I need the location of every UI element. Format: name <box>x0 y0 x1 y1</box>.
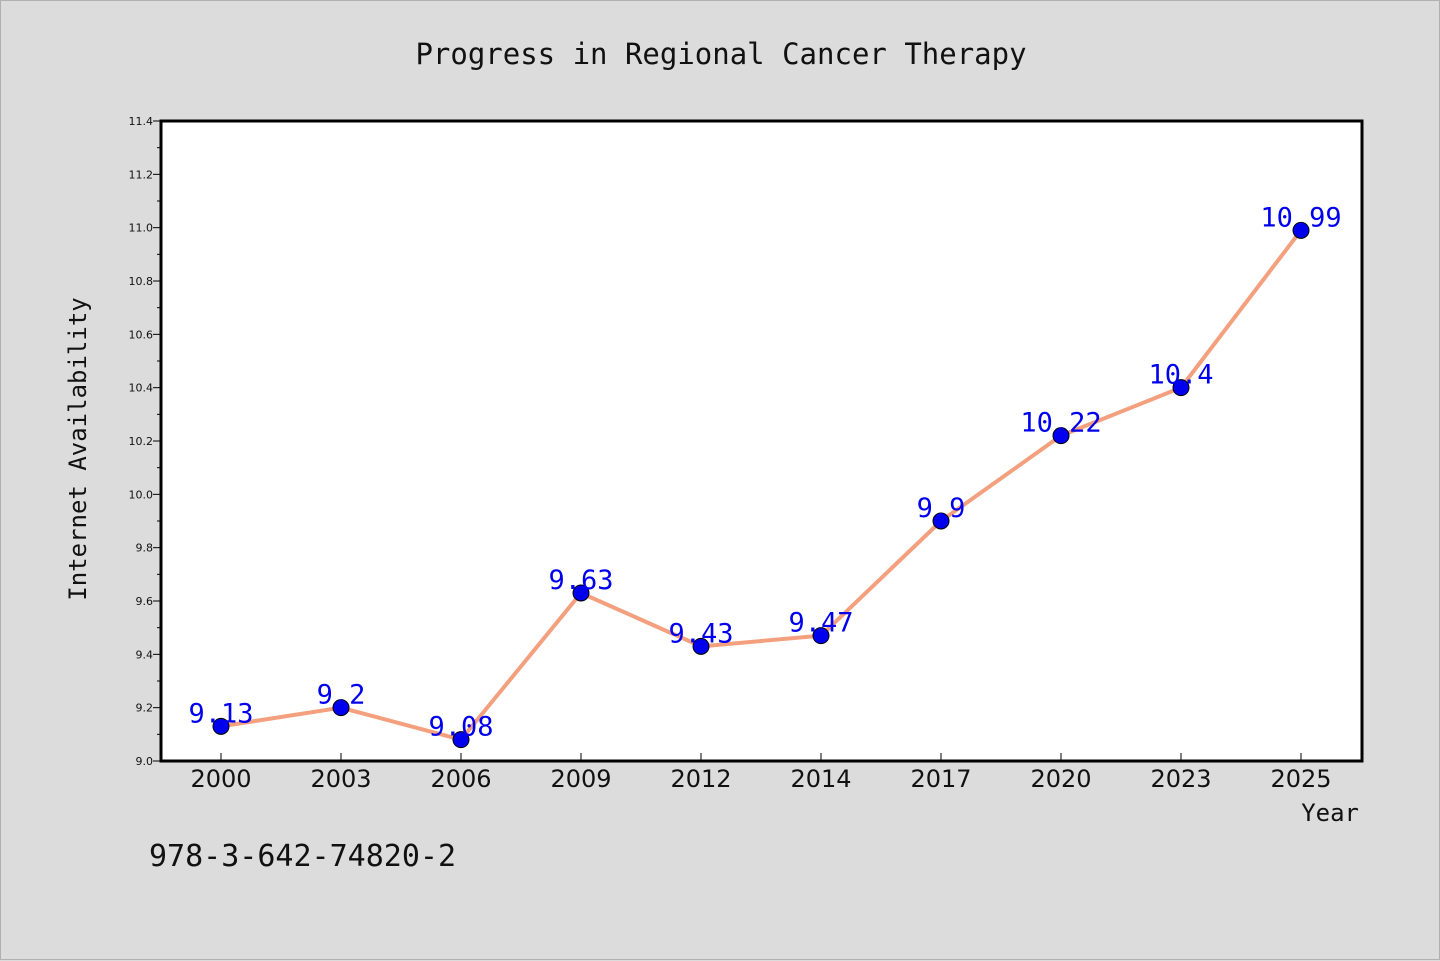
data-point-2006 <box>452 731 470 749</box>
x-axis: 2000 2003 2006 2009 2012 2014 2017 2020 2023 2025 <box>190 753 1332 793</box>
y-axis-label: Internet Availability <box>64 297 92 600</box>
series-path <box>220 229 1303 742</box>
isbn-annotation: 978-3-642-74820-2 <box>149 839 456 874</box>
data-label-2014: 9.47 <box>788 608 853 639</box>
y-tick-label: 11.2 <box>129 168 154 181</box>
y-tick-label: 9.8 <box>136 542 154 555</box>
y-tick-label: 11.0 <box>129 222 154 235</box>
data-label-2000: 9.13 <box>188 698 253 729</box>
data-label-2025: 10.99 <box>1260 202 1341 233</box>
data-label-2003: 9.2 <box>317 680 366 711</box>
chart-title: Progress in Regional Cancer Therapy <box>415 37 1026 71</box>
data-point-2025 <box>1292 221 1310 239</box>
data-label-2009: 9.63 <box>548 565 613 596</box>
data-label-2012: 9.43 <box>668 618 733 649</box>
x-tick-label: 2023 <box>1150 765 1211 793</box>
data-point-2014 <box>812 627 830 645</box>
series-line <box>220 229 1303 742</box>
data-label-2006: 9.08 <box>428 712 493 743</box>
data-point-2009 <box>572 584 590 602</box>
data-label-2023: 10.4 <box>1148 360 1213 391</box>
x-tick-label: 2025 <box>1270 765 1331 793</box>
x-tick-label: 2014 <box>790 765 851 793</box>
data-point-2012 <box>692 637 710 655</box>
data-point-2003 <box>332 699 350 717</box>
data-point-2000 <box>212 717 230 735</box>
y-tick-label: 9.6 <box>136 595 154 608</box>
x-tick-label: 2012 <box>670 765 731 793</box>
data-point-2020 <box>1052 427 1070 445</box>
x-tick-label: 2020 <box>1030 765 1091 793</box>
x-axis-label: Year <box>1301 799 1359 827</box>
x-tick-label: 2003 <box>310 765 371 793</box>
y-tick-label: 10.4 <box>129 382 154 395</box>
y-tick-label: 11.4 <box>129 115 154 128</box>
y-tick-label: 9.0 <box>136 755 154 768</box>
x-tick-label: 2000 <box>190 765 251 793</box>
y-tick-label: 10.8 <box>129 275 154 288</box>
data-point-2023 <box>1172 379 1190 397</box>
x-tick-label: 2009 <box>550 765 611 793</box>
y-tick-label: 9.2 <box>136 702 154 715</box>
y-tick-label: 9.4 <box>136 648 154 661</box>
y-tick-label: 10.0 <box>129 488 154 501</box>
data-label-2020: 10.22 <box>1020 408 1101 439</box>
x-tick-label: 2006 <box>430 765 491 793</box>
y-axis: 9.0 9.2 9.4 9.6 9.8 10.0 10.2 10.4 10.6 10.8 11.0 1… <box>129 115 161 768</box>
data-labels: 9.13 9.2 9.08 9.63 9.43 9.47 9.9 10.22 10.4 10.99 <box>188 202 1341 742</box>
series-markers <box>212 221 1310 749</box>
y-tick-label: 10.2 <box>129 435 154 448</box>
data-point-2017 <box>932 512 950 530</box>
y-tick-label: 10.6 <box>129 328 154 341</box>
x-tick-label: 2017 <box>910 765 971 793</box>
plot-area <box>159 119 1364 763</box>
data-label-2017: 9.9 <box>917 493 966 524</box>
